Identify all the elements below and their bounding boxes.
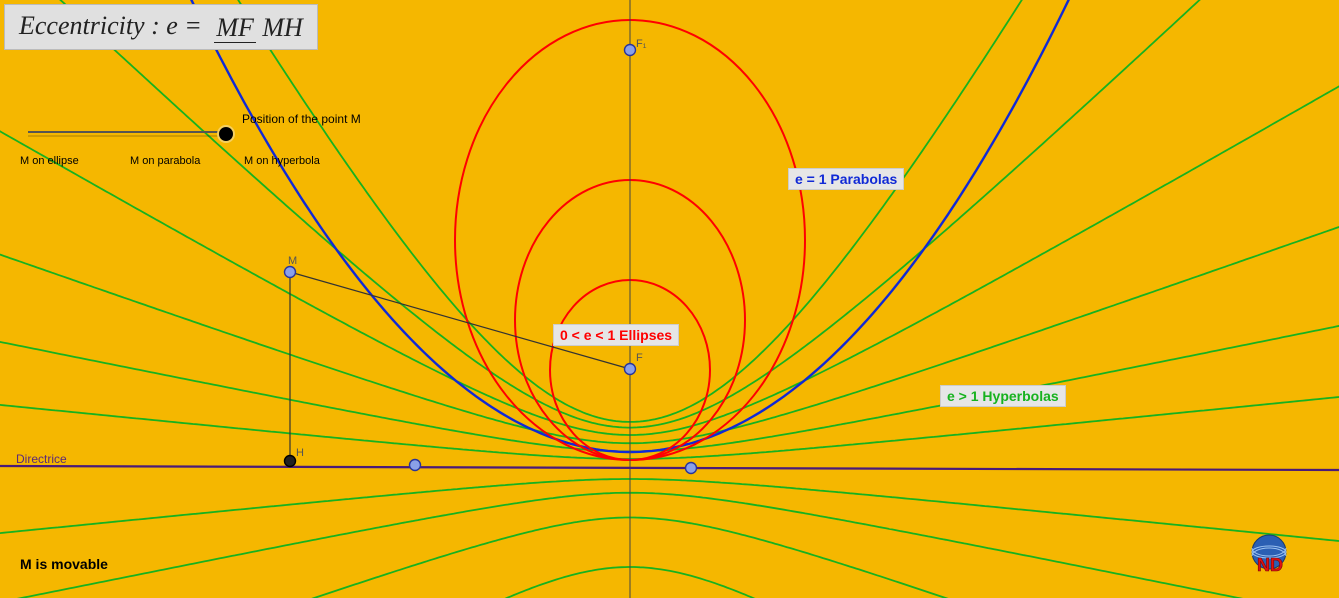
point[interactable]	[625, 45, 636, 56]
point-label: F₁	[636, 38, 646, 50]
point-label: F	[636, 352, 643, 364]
directrix-line	[0, 466, 1339, 470]
label-hyperbola: e > 1 Hyperbolas	[940, 385, 1066, 407]
eccentricity-formula: Eccentricity : e = MF MH	[4, 4, 318, 50]
app-logo-icon: ND	[1246, 534, 1292, 574]
slider-tick-label: M on ellipse	[20, 155, 79, 167]
slider-track[interactable]	[28, 131, 230, 133]
point[interactable]	[625, 364, 636, 375]
formula-lhs: Eccentricity : e =	[19, 11, 202, 40]
point-label: M	[288, 255, 297, 267]
plot-svg	[0, 0, 1339, 598]
formula-numerator: MF	[214, 13, 256, 43]
point[interactable]	[285, 267, 296, 278]
hyperbola-curves	[0, 0, 1339, 598]
label-parabola: e = 1 Parabolas	[788, 168, 904, 190]
point[interactable]	[686, 463, 697, 474]
svg-text:ND: ND	[1257, 555, 1283, 574]
slider-thumb[interactable]	[217, 125, 235, 143]
slider-tick-label: M on parabola	[130, 155, 200, 167]
parabola-curve	[0, 0, 1336, 452]
point[interactable]	[285, 456, 296, 467]
movable-hint: M is movable	[20, 556, 108, 572]
point-label: H	[296, 447, 304, 459]
formula-denominator: MH	[262, 13, 302, 42]
directrix-label: Directrice	[16, 452, 67, 466]
diagram-canvas: { "canvas": { "width": 1339, "height": 5…	[0, 0, 1339, 598]
slider-tick-label: M on hyperbola	[244, 155, 320, 167]
slider-caption: Position of the point M	[242, 112, 361, 126]
label-ellipse: 0 < e < 1 Ellipses	[553, 324, 679, 346]
point[interactable]	[410, 460, 421, 471]
